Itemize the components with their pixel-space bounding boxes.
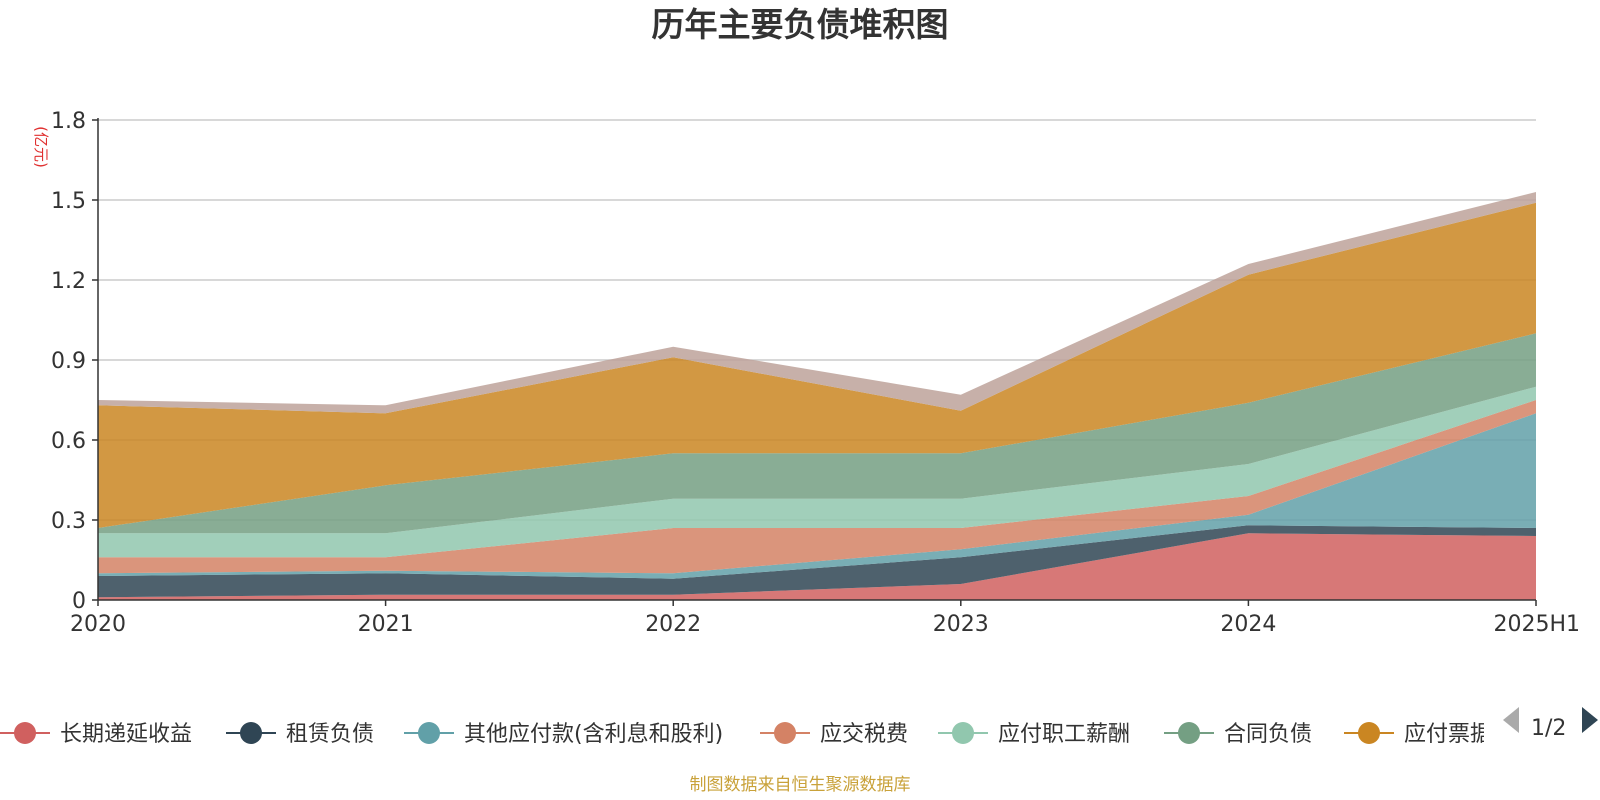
- x-tick-label: 2020: [70, 612, 126, 637]
- x-tick-label: 2025H1: [1493, 612, 1580, 637]
- legend-label: 应付职工薪酬: [998, 722, 1130, 747]
- legend-item[interactable]: 长期递延收益: [0, 722, 192, 747]
- legend-item[interactable]: 应交税费: [760, 722, 908, 747]
- legend-next-page-icon[interactable]: [1582, 707, 1598, 733]
- legend-page-indicator: 1/2: [1531, 716, 1566, 741]
- y-axis-unit-label: (亿元): [32, 126, 50, 168]
- area-series-3: [98, 400, 1536, 574]
- legend-item[interactable]: 合同负债: [1164, 722, 1312, 747]
- legend-marker-icon: [774, 722, 796, 744]
- legend-marker-icon: [240, 722, 262, 744]
- y-tick-label: 1.5: [51, 189, 86, 214]
- legend-label: 应交税费: [820, 722, 908, 747]
- legend-label: 租赁负债: [286, 722, 374, 747]
- x-tick-label: 2021: [358, 612, 414, 637]
- area-series-5: [98, 333, 1536, 534]
- y-tick-label: 1.2: [51, 269, 86, 294]
- legend-marker-icon: [14, 722, 36, 744]
- legend-marker-icon: [418, 722, 440, 744]
- y-tick-label: 0.3: [51, 509, 86, 534]
- legend-item[interactable]: 其他应付款(含利息和股利): [404, 722, 723, 747]
- legend-item[interactable]: 应付票据: [1344, 722, 1492, 747]
- data-source-note: 制图数据来自恒生聚源数据库: [690, 775, 911, 795]
- legend-item[interactable]: 租赁负债: [226, 722, 374, 747]
- legend-label: 其他应付款(含利息和股利): [464, 722, 723, 747]
- legend-pager: 1/2: [1503, 707, 1598, 741]
- chart-title: 历年主要负债堆积图: [652, 5, 949, 44]
- legend-label: 长期递延收益: [60, 722, 192, 747]
- area-series-0: [98, 533, 1536, 600]
- legend-marker-icon: [1178, 722, 1200, 744]
- y-tick-label: 0.6: [51, 429, 86, 454]
- legend-marker-icon: [1358, 722, 1380, 744]
- axes: 0 0.3 0.6 0.9 1.2 1.5 1.8 2020 2021 2022 2023 2024 2…: [51, 109, 1580, 637]
- legend-item[interactable]: 应付职工薪酬: [938, 722, 1130, 747]
- area-series-6: [98, 202, 1536, 528]
- legend-label: 合同负债: [1224, 722, 1312, 747]
- legend-marker-icon: [952, 722, 974, 744]
- area-series-4: [98, 386, 1536, 558]
- area-series-group: [98, 192, 1536, 600]
- legend: 长期递延收益 租赁负债 其他应付款(含利息和股利) 应交税费 应付职工薪酬 合同负债 应付票…: [0, 722, 1492, 747]
- y-tick-label: 1.8: [51, 109, 86, 134]
- x-tick-label: 2022: [645, 612, 701, 637]
- area-series-1: [98, 525, 1536, 598]
- y-tick-label: 0.9: [51, 349, 86, 374]
- x-tick-label: 2023: [933, 612, 989, 637]
- legend-label: 应付票据: [1404, 722, 1492, 747]
- x-tick-label: 2024: [1220, 612, 1276, 637]
- legend-prev-page-icon[interactable]: [1503, 707, 1519, 733]
- y-tick-label: 0: [72, 589, 86, 614]
